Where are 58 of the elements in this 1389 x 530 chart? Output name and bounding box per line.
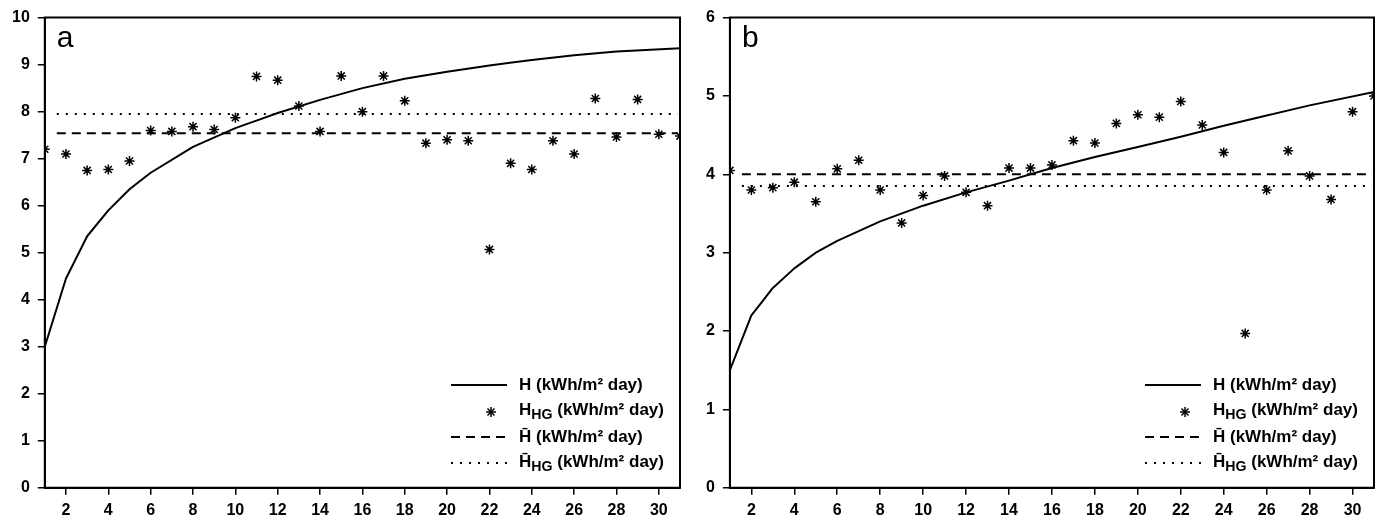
x-tick-label: 30 bbox=[649, 500, 668, 518]
x-tick-label: 16 bbox=[353, 500, 372, 518]
x-tick-label: 2 bbox=[746, 500, 756, 518]
y-tick-label: 1 bbox=[705, 399, 715, 417]
x-tick-label: 12 bbox=[957, 500, 976, 518]
y-tick-label: 3 bbox=[705, 243, 715, 261]
annotation: b bbox=[741, 19, 759, 53]
legend-label: H (kWh/m² day) bbox=[519, 374, 643, 395]
x-tick-label: 14 bbox=[311, 500, 330, 518]
x-tick-label: 30 bbox=[1343, 500, 1362, 518]
x-tick-label: 22 bbox=[1171, 500, 1190, 518]
x-tick-label: 8 bbox=[875, 500, 885, 518]
y-tick-label: 2 bbox=[20, 384, 30, 402]
x-tick-label: 24 bbox=[522, 500, 541, 518]
y-tick-label: 5 bbox=[20, 243, 30, 261]
y-tick-label: 4 bbox=[20, 290, 30, 308]
x-tick-label: 20 bbox=[438, 500, 457, 518]
x-tick-label: 4 bbox=[103, 500, 113, 518]
x-tick-label: 28 bbox=[1300, 500, 1319, 518]
x-tick-label: 26 bbox=[565, 500, 584, 518]
x-tick-label: 8 bbox=[188, 500, 198, 518]
legend-label: H̄$_{HG}$ (kWh/m² day) bbox=[519, 451, 664, 474]
x-tick-label: 18 bbox=[395, 500, 414, 518]
x-tick-label: 6 bbox=[146, 500, 156, 518]
y-tick-label: 3 bbox=[20, 337, 30, 355]
y-tick-label: 9 bbox=[20, 55, 30, 73]
legend-label: H̄ (kWh/m² day) bbox=[1213, 426, 1337, 447]
x-tick-label: 18 bbox=[1085, 500, 1104, 518]
y-tick-label: 1 bbox=[20, 431, 30, 449]
y-tick-label: 5 bbox=[705, 86, 715, 104]
x-tick-label: 2 bbox=[61, 500, 71, 518]
x-tick-label: 20 bbox=[1128, 500, 1147, 518]
x-tick-label: 6 bbox=[832, 500, 842, 518]
y-tick-label: 2 bbox=[705, 321, 715, 339]
y-tick-label: 6 bbox=[705, 8, 715, 26]
legend-label: H$_{HG}$ (kWh/m² day) bbox=[519, 399, 664, 422]
x-tick-label: 12 bbox=[268, 500, 287, 518]
annotation: a bbox=[56, 19, 74, 53]
x-tick-label: 26 bbox=[1257, 500, 1276, 518]
x-tick-label: 10 bbox=[226, 500, 245, 518]
x-tick-label: 10 bbox=[914, 500, 933, 518]
y-tick-label: 10 bbox=[12, 8, 30, 26]
x-tick-label: 24 bbox=[1214, 500, 1233, 518]
legend-label: H$_{HG}$ (kWh/m² day) bbox=[1213, 399, 1358, 422]
x-tick-label: 22 bbox=[480, 500, 499, 518]
y-tick-label: 8 bbox=[20, 102, 30, 120]
x-tick-label: 28 bbox=[607, 500, 626, 518]
y-tick-label: 6 bbox=[20, 196, 30, 214]
y-tick-label: 0 bbox=[705, 478, 715, 496]
y-tick-label: 0 bbox=[20, 478, 30, 496]
legend-label: H̄ (kWh/m² day) bbox=[519, 426, 643, 447]
y-tick-label: 4 bbox=[705, 164, 715, 182]
y-tick-label: 7 bbox=[20, 149, 30, 167]
legend-label: H (kWh/m² day) bbox=[1213, 374, 1337, 395]
x-tick-label: 16 bbox=[1043, 500, 1061, 518]
x-tick-label: 14 bbox=[1000, 500, 1019, 518]
x-tick-label: 4 bbox=[789, 500, 799, 518]
legend-label: H̄$_{HG}$ (kWh/m² day) bbox=[1213, 451, 1358, 474]
